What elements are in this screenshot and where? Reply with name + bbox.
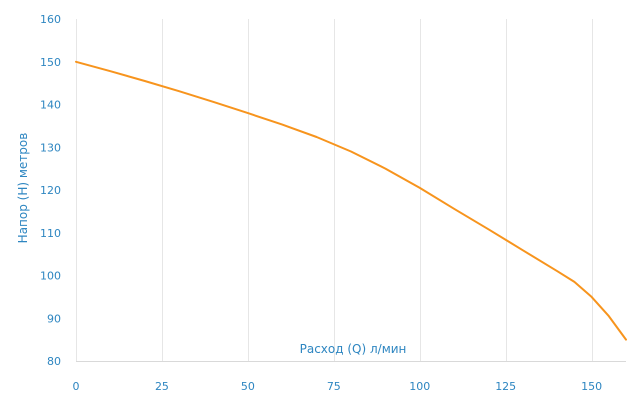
x-axis-tick-labels: 0 25 50 75 100 125 150 xyxy=(73,380,603,393)
vertical-grid-lines xyxy=(76,19,593,361)
x-tick-label: 0 xyxy=(73,380,80,393)
y-tick-label: 80 xyxy=(47,355,61,368)
y-tick-label: 90 xyxy=(47,312,61,325)
x-tick-label: 100 xyxy=(409,380,430,393)
y-tick-label: 160 xyxy=(40,13,61,26)
y-tick-label: 100 xyxy=(40,270,61,283)
y-tick-label: 120 xyxy=(40,184,61,197)
x-tick-label: 75 xyxy=(327,380,341,393)
series-line-head-curve xyxy=(75,60,627,341)
x-tick-label: 150 xyxy=(581,380,602,393)
y-tick-label: 140 xyxy=(40,99,61,112)
x-axis-title: Расход (Q) л/мин xyxy=(300,342,407,356)
y-axis-title: Напор (H) метров xyxy=(16,133,30,244)
y-tick-label: 150 xyxy=(40,56,61,69)
y-tick-label: 130 xyxy=(40,141,61,154)
y-tick-label: 110 xyxy=(40,227,61,240)
x-tick-label: 25 xyxy=(155,380,169,393)
y-axis-tick-labels: 80 90 100 110 120 130 140 150 160 xyxy=(40,13,61,368)
x-tick-label: 125 xyxy=(495,380,516,393)
x-tick-label: 50 xyxy=(241,380,255,393)
